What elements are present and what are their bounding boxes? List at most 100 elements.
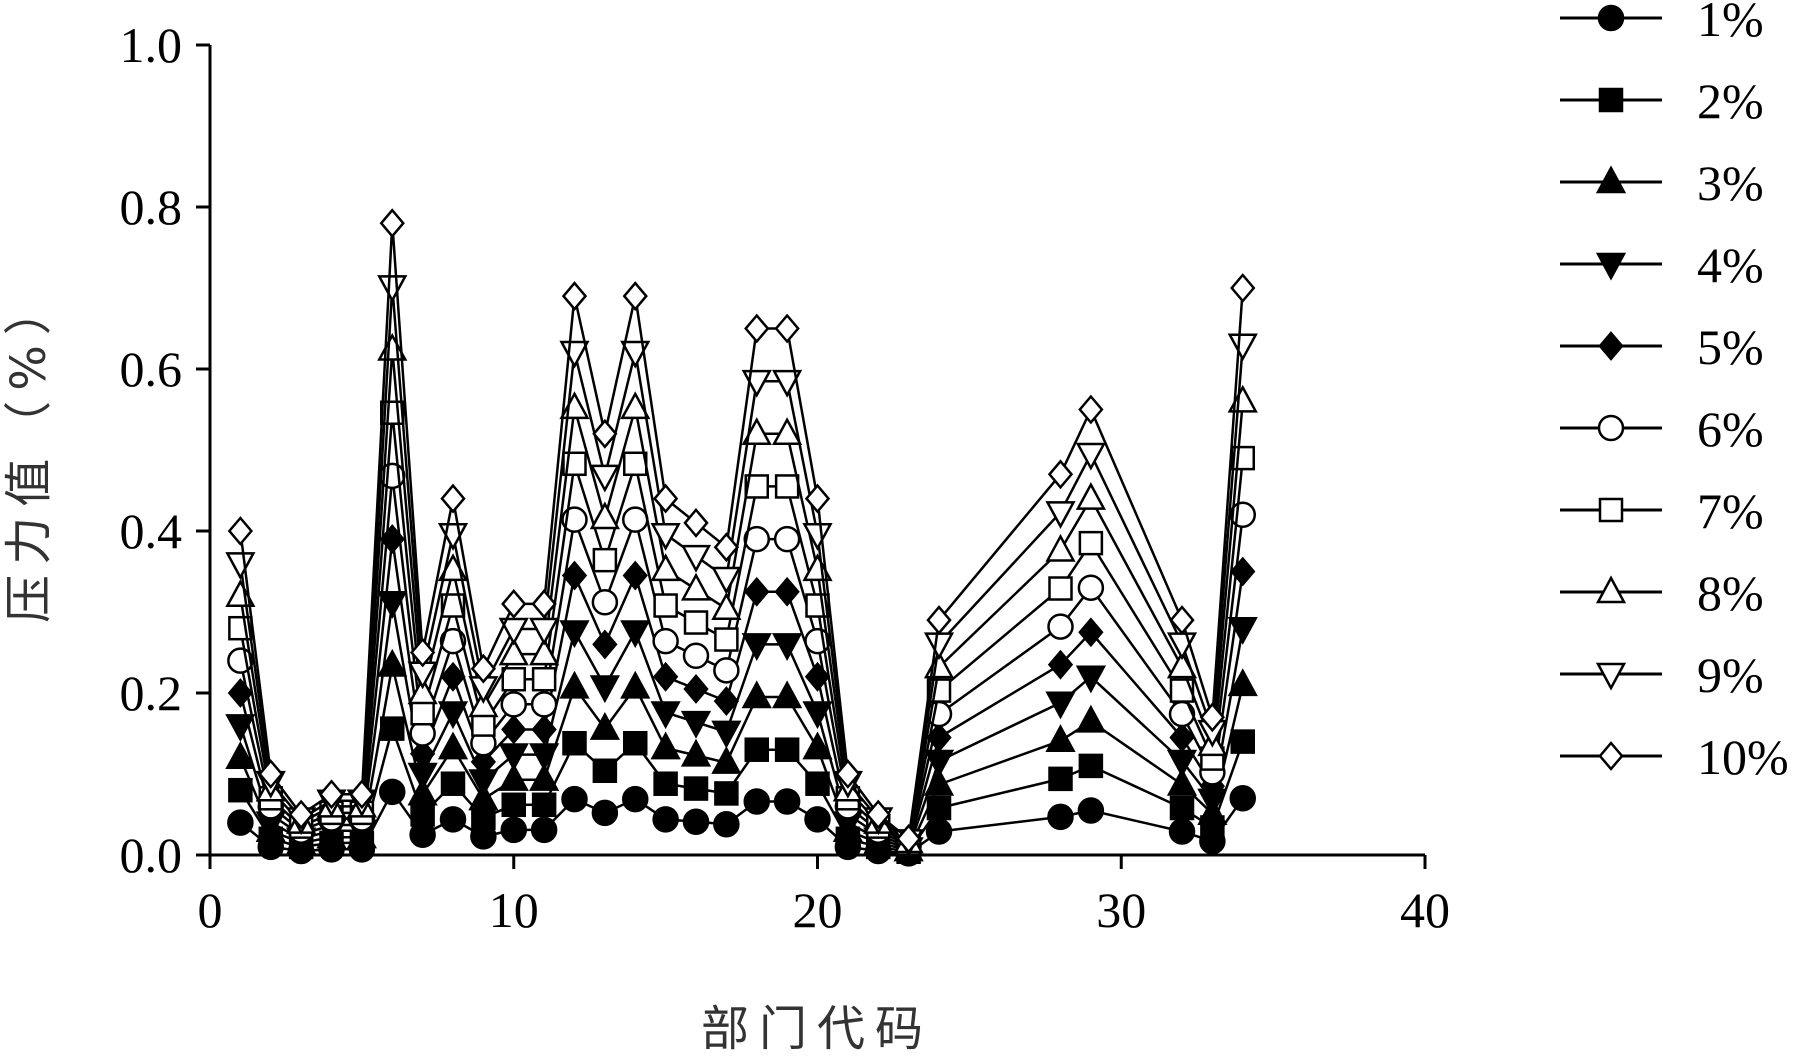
data-point	[714, 781, 739, 806]
data-point	[865, 799, 891, 830]
data-point	[804, 483, 831, 514]
data-point	[925, 818, 953, 845]
data-point	[531, 588, 557, 619]
data-point	[714, 627, 739, 652]
data-point	[680, 544, 712, 573]
legend-item: 2%	[1560, 73, 1764, 129]
data-point	[1047, 803, 1074, 831]
legend-item: 10%	[1560, 729, 1789, 785]
data-point	[774, 576, 800, 607]
data-point	[530, 691, 558, 718]
data-point	[225, 552, 256, 581]
data-point	[773, 525, 801, 553]
data-point	[498, 763, 529, 791]
series-10%	[227, 208, 1256, 854]
data-point	[225, 741, 256, 770]
x-tick-label: 30	[1096, 882, 1146, 938]
legend-label: 3%	[1697, 155, 1764, 211]
data-point	[1169, 678, 1195, 703]
data-point	[1048, 576, 1073, 601]
x-axis-title: 部门代码	[701, 1001, 933, 1057]
data-point	[772, 680, 803, 709]
data-point	[227, 516, 254, 546]
data-point	[1169, 722, 1195, 753]
data-point	[592, 629, 618, 660]
data-point	[1168, 700, 1196, 728]
legend-item: 3%	[1560, 155, 1764, 211]
data-point	[774, 737, 800, 762]
data-point	[653, 593, 678, 618]
y-tick-label: 1.0	[120, 17, 183, 73]
data-point	[530, 816, 558, 844]
data-point	[683, 674, 709, 704]
data-point	[589, 501, 620, 530]
data-point	[589, 712, 620, 740]
data-point	[1166, 767, 1198, 796]
data-point	[622, 785, 649, 813]
y-tick-label: 0.8	[120, 179, 183, 235]
data-point	[561, 281, 588, 312]
data-point	[227, 809, 254, 836]
data-point	[743, 788, 770, 815]
data-point	[501, 792, 526, 818]
data-point	[653, 771, 678, 796]
data-point	[744, 474, 769, 499]
data-point	[713, 686, 740, 717]
data-point	[650, 701, 681, 730]
data-point	[379, 778, 406, 806]
data-point	[1169, 795, 1195, 821]
data-point	[1075, 442, 1106, 471]
data-point	[652, 483, 679, 514]
data-point	[1078, 530, 1104, 556]
data-point	[591, 799, 619, 827]
data-point	[683, 507, 709, 538]
data-point	[1045, 724, 1076, 753]
data-point	[529, 763, 560, 791]
data-point	[926, 605, 952, 636]
legend-item: 8%	[1560, 565, 1764, 621]
data-point	[470, 746, 497, 777]
data-point	[501, 666, 526, 692]
data-point	[1045, 533, 1076, 562]
legend-marker	[1598, 331, 1624, 361]
data-point	[620, 391, 651, 420]
data-point	[258, 759, 284, 789]
legend-label: 5%	[1697, 319, 1764, 375]
data-point	[439, 806, 467, 833]
series-group	[225, 208, 1258, 867]
legend-label: 4%	[1697, 237, 1764, 293]
data-point	[620, 670, 651, 699]
data-point	[1227, 333, 1258, 362]
data-point	[498, 743, 529, 772]
tick-marks: 0 10 20 30 40 0.0 0.2 0.4 0.6 0.8 1.0	[120, 17, 1451, 938]
data-point	[744, 576, 770, 607]
data-point	[529, 637, 560, 666]
data-point	[1227, 668, 1258, 697]
legend-marker	[1597, 414, 1625, 442]
data-point	[559, 340, 590, 369]
data-point	[409, 637, 436, 668]
legend-label: 6%	[1697, 401, 1764, 457]
data-point	[225, 579, 256, 608]
data-point	[377, 275, 408, 304]
data-point	[802, 731, 833, 760]
legend-label: 8%	[1697, 565, 1764, 621]
legend-marker	[1595, 252, 1627, 281]
data-point	[1077, 797, 1105, 824]
x-tick-label: 10	[489, 882, 539, 938]
data-point	[741, 633, 772, 662]
legend-label: 2%	[1697, 73, 1764, 129]
data-point	[410, 802, 435, 827]
legend-label: 10%	[1697, 729, 1789, 785]
data-point	[1227, 384, 1258, 413]
data-point	[589, 464, 620, 493]
data-point	[805, 771, 830, 796]
data-point	[1075, 704, 1106, 733]
data-point	[440, 483, 466, 514]
legend-item: 1%	[1560, 0, 1764, 47]
data-point	[622, 506, 649, 533]
data-point	[559, 670, 590, 699]
data-point	[652, 806, 679, 833]
data-point	[591, 589, 619, 616]
data-point	[468, 689, 499, 718]
